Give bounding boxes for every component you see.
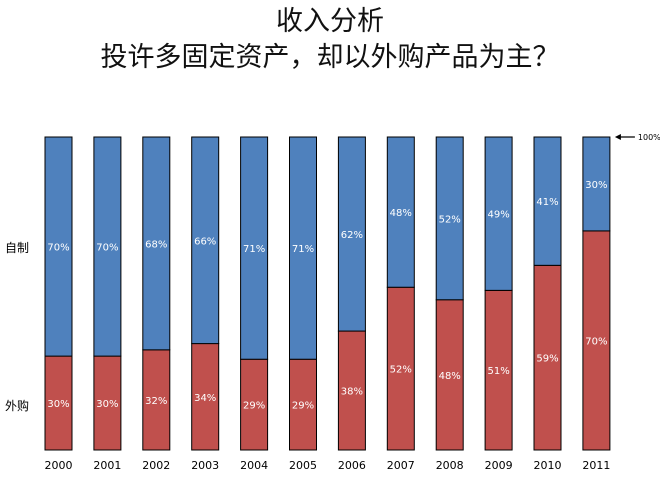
x-tick-label-2003: 2003: [191, 459, 219, 472]
bar-outsourced-2004: [240, 358, 269, 451]
x-tick-label-2007: 2007: [387, 459, 415, 472]
x-tick-label-2005: 2005: [289, 459, 317, 472]
x-tick-label-2001: 2001: [93, 459, 121, 472]
bar-outsourced-2009: [484, 289, 513, 451]
bar-self-made-2009: [484, 136, 513, 291]
bar-outsourced-2007: [386, 286, 415, 451]
data-label-outsourced-2007: 52%: [390, 365, 412, 376]
x-tick-label-2009: 2009: [485, 459, 513, 472]
bar-self-made-2000: [44, 136, 73, 357]
bar-self-made-2004: [240, 136, 269, 360]
data-label-outsourced-2011: 70%: [585, 336, 607, 347]
bar-outsourced-2008: [435, 299, 464, 451]
data-label-outsourced-2001: 30%: [96, 399, 118, 410]
x-tick-label-2008: 2008: [436, 459, 464, 472]
data-label-outsourced-2000: 30%: [47, 399, 69, 410]
data-label-self-made-2000: 70%: [47, 243, 69, 254]
reference-100-label: 100%: [638, 133, 660, 142]
legend-label-outsourced: 外购: [5, 399, 30, 413]
bar-self-made-2003: [191, 136, 220, 345]
data-label-self-made-2007: 48%: [390, 208, 412, 219]
x-tick-label-2002: 2002: [142, 459, 170, 472]
data-label-outsourced-2008: 48%: [439, 371, 461, 382]
x-tick-label-2011: 2011: [582, 459, 610, 472]
bar-self-made-2010: [533, 136, 562, 266]
bar-outsourced-2010: [533, 264, 562, 451]
data-label-self-made-2003: 66%: [194, 236, 216, 247]
reference-100-arrowhead: [614, 134, 621, 140]
data-label-self-made-2010: 41%: [536, 197, 558, 208]
x-tick-label-2006: 2006: [338, 459, 366, 472]
data-label-outsourced-2009: 51%: [487, 366, 509, 377]
data-label-self-made-2002: 68%: [145, 239, 167, 250]
bar-self-made-2006: [337, 136, 366, 332]
chart-title-line1: 收入分析: [276, 6, 384, 37]
bar-self-made-2005: [289, 136, 317, 360]
data-label-self-made-2001: 70%: [96, 243, 118, 254]
bar-self-made-2007: [386, 136, 415, 288]
bar-outsourced-2003: [191, 343, 220, 451]
data-label-self-made-2009: 49%: [487, 210, 509, 221]
data-label-outsourced-2005: 29%: [292, 401, 314, 412]
bar-self-made-2011: [582, 136, 611, 232]
data-label-outsourced-2003: 34%: [194, 393, 216, 404]
bar-self-made-2008: [435, 136, 464, 301]
bar-outsourced-2000: [44, 355, 73, 451]
x-tick-label-2010: 2010: [534, 459, 562, 472]
data-label-self-made-2006: 62%: [341, 230, 363, 241]
bar-self-made-2001: [93, 136, 122, 357]
data-label-outsourced-2004: 29%: [243, 401, 265, 412]
x-tick-label-2000: 2000: [45, 459, 73, 472]
legend-label-self-made: 自制: [5, 241, 30, 255]
bar-outsourced-2005: [289, 358, 317, 451]
data-label-outsourced-2002: 32%: [145, 396, 167, 407]
data-label-outsourced-2006: 38%: [341, 387, 363, 398]
bar-self-made-2002: [142, 136, 171, 351]
bar-outsourced-2011: [582, 230, 611, 451]
data-label-self-made-2011: 30%: [585, 180, 607, 191]
bar-outsourced-2006: [337, 330, 366, 451]
data-label-outsourced-2010: 59%: [536, 354, 558, 365]
data-label-self-made-2008: 52%: [439, 214, 461, 225]
data-label-self-made-2005: 71%: [292, 244, 314, 255]
chart-title-line2: 投许多固定资产，却以外购产品为主？: [100, 42, 560, 73]
data-label-self-made-2004: 71%: [243, 244, 265, 255]
x-tick-label-2004: 2004: [240, 459, 268, 472]
